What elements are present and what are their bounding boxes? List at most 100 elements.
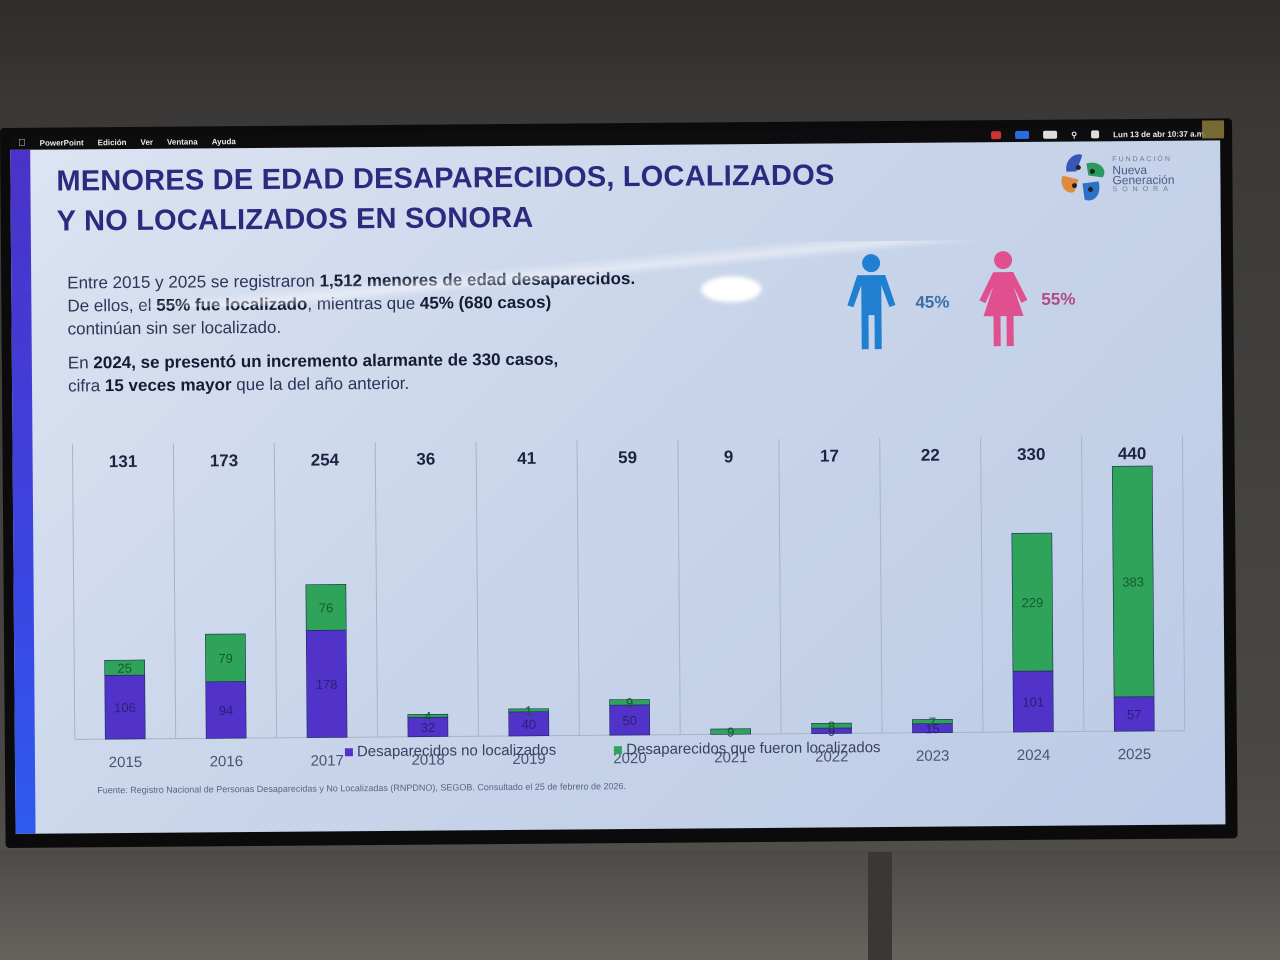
menu-item-ver[interactable]: Ver — [132, 137, 153, 147]
segment-value-label: 50 — [622, 713, 637, 728]
segment-value-label: 7 — [929, 715, 936, 730]
text-bold: 15 veces mayor — [104, 375, 232, 396]
status-app-icon[interactable] — [991, 131, 1002, 140]
tv-screen:  PowerPoint Edición Ver Ventana Ayuda ⚲… — [0, 118, 1238, 848]
total-label: 254 — [311, 450, 340, 469]
x-tick-label: 2024 — [1017, 747, 1051, 764]
bar-segment-localizados — [407, 713, 449, 718]
column-separator — [475, 441, 479, 737]
menu-app[interactable]: PowerPoint — [32, 137, 84, 148]
segment-value-label: 101 — [1022, 694, 1044, 709]
bar-segment-localizados — [205, 633, 247, 683]
logo-text-sonora: SONORA — [1112, 185, 1173, 194]
segment-value-label: 57 — [1127, 707, 1142, 722]
column-separator — [1181, 435, 1186, 731]
total-label: 9 — [724, 447, 734, 466]
tape — [1201, 120, 1225, 139]
x-tick-label: 2025 — [1118, 746, 1152, 763]
segment-value-label: 1 — [525, 703, 532, 718]
female-percentage: 55% — [1041, 289, 1076, 309]
menu-item-ventana[interactable]: Ventana — [159, 137, 198, 147]
x-tick-label: 2015 — [109, 754, 143, 771]
bar-segment-localizados — [609, 699, 650, 706]
total-label: 22 — [921, 446, 940, 465]
column-separator — [374, 442, 379, 738]
total-label: 59 — [618, 448, 637, 467]
column-separator — [980, 437, 984, 733]
text-bold: 1,512 menores de edad desaparecidos. — [319, 269, 636, 291]
x-tick-label: 2018 — [411, 752, 445, 769]
wall — [0, 850, 1280, 960]
bar-segment-localizados — [1111, 465, 1155, 698]
bar-segment-localizados — [508, 708, 549, 713]
control-center-icon[interactable] — [1091, 130, 1100, 139]
x-tick-label: 2022 — [815, 748, 849, 765]
search-icon[interactable]: ⚲ — [1071, 130, 1078, 140]
female-icon — [979, 251, 1028, 347]
slide-title: MENORES DE EDAD DESAPARECIDOS, LOCALIZAD… — [56, 155, 835, 241]
x-tick-label: 2016 — [210, 753, 244, 770]
segment-value-label: 15 — [925, 721, 940, 736]
segment-value-label: 178 — [316, 677, 338, 692]
column-separator — [71, 444, 76, 740]
total-label: 330 — [1017, 445, 1046, 464]
segment-value-label: 94 — [219, 703, 234, 718]
text-bold: 2024, se presentó un incremento alarmant… — [93, 349, 559, 373]
bar-segment-localizados — [912, 718, 953, 725]
segment-value-label: 106 — [114, 700, 136, 715]
stacked-bar-chart: 1062513120159479173201617876254201732436… — [71, 435, 1186, 771]
segment-value-label: 383 — [1122, 574, 1144, 589]
bar-segment-localizados — [305, 584, 347, 631]
column-separator — [273, 442, 278, 738]
bar-segment-localizados — [1011, 532, 1054, 672]
clock[interactable]: Lun 13 de abr 10:37 a.m. — [1113, 129, 1207, 139]
total-label: 17 — [820, 446, 839, 465]
column-separator — [576, 440, 580, 736]
apple-icon[interactable]:  — [18, 137, 26, 148]
legend-swatch-localizados — [614, 746, 623, 755]
segment-value-label: 9 — [626, 695, 633, 710]
screen-share-icon[interactable] — [1015, 130, 1030, 140]
battery-icon[interactable] — [1043, 130, 1058, 139]
legend-label: Desaparecidos no localizados — [356, 741, 557, 761]
male-percentage: 45% — [915, 292, 950, 312]
text: De ellos, el — [67, 295, 157, 316]
text: , mientras que — [307, 293, 420, 314]
text: continúan sin ser localizado. — [67, 317, 282, 339]
male-icon — [847, 254, 896, 350]
total-label: 131 — [109, 452, 138, 471]
slide: MENORES DE EDAD DESAPARECIDOS, LOCALIZAD… — [10, 140, 1226, 834]
total-label: 36 — [416, 450, 435, 469]
logo-text-generacion: Generación — [1112, 172, 1175, 188]
menu-item-edicion[interactable]: Edición — [90, 137, 127, 147]
segment-value-label: 79 — [218, 651, 233, 666]
bar-segment-localizados — [104, 659, 146, 676]
column-separator — [172, 443, 177, 739]
title-line-2: Y NO LOCALIZADOS EN SONORA — [56, 201, 534, 238]
segment-value-label: 40 — [521, 717, 536, 732]
summary-paragraph-2: En 2024, se presentó un incremento alarm… — [68, 348, 559, 398]
x-tick-label: 2017 — [311, 752, 345, 769]
text: que la del año anterior. — [231, 373, 410, 395]
segment-value-label: 4 — [424, 709, 431, 724]
text: cifra — [67, 376, 105, 396]
bar-segment-localizados — [811, 722, 852, 729]
summary-paragraph-1: Entre 2015 y 2025 se registraron 1,512 m… — [67, 267, 635, 340]
column-separator — [879, 438, 883, 734]
column-separator — [1081, 436, 1085, 732]
text-bold: 45% (680 casos) — [419, 292, 552, 313]
menu-item-ayuda[interactable]: Ayuda — [204, 136, 236, 146]
logo: FUNDACIÓN Nueva Generación SONORA — [1056, 149, 1196, 210]
x-tick-label: 2020 — [613, 750, 647, 767]
legend-item-no-localizados: Desaparecidos no localizados — [344, 741, 557, 761]
total-label: 173 — [210, 451, 239, 470]
screen-glare — [701, 276, 762, 303]
text-bold: 55% fue localizado — [156, 294, 308, 315]
title-line-1: MENORES DE EDAD DESAPARECIDOS, LOCALIZAD… — [56, 159, 835, 198]
x-tick-label: 2021 — [714, 749, 748, 766]
segment-value-label: 9 — [727, 725, 734, 740]
total-label: 440 — [1118, 444, 1147, 463]
segment-value-label: 32 — [421, 720, 436, 735]
tv-mount — [868, 852, 892, 960]
accent-strip — [10, 149, 36, 834]
